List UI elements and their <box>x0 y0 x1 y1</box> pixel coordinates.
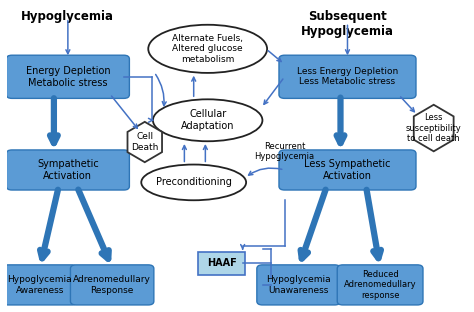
FancyBboxPatch shape <box>71 265 154 305</box>
Text: Energy Depletion
Metabolic stress: Energy Depletion Metabolic stress <box>26 66 110 88</box>
Text: Preconditioning: Preconditioning <box>156 178 232 188</box>
Text: Adrenomedullary
Response: Adrenomedullary Response <box>73 275 151 295</box>
Text: Less
susceptibility
to cell death: Less susceptibility to cell death <box>406 113 462 143</box>
Text: Recurrent
Hypoglycemia: Recurrent Hypoglycemia <box>255 142 315 161</box>
FancyBboxPatch shape <box>198 251 245 275</box>
FancyBboxPatch shape <box>6 150 129 190</box>
Text: Reduced
Adrenomedullary
response: Reduced Adrenomedullary response <box>344 270 417 300</box>
Text: Subsequent
Hypoglycemia: Subsequent Hypoglycemia <box>301 10 394 38</box>
FancyBboxPatch shape <box>6 55 129 98</box>
Ellipse shape <box>148 25 267 73</box>
Text: Less Energy Depletion
Less Metabolic stress: Less Energy Depletion Less Metabolic str… <box>297 67 398 86</box>
Ellipse shape <box>153 99 263 141</box>
Text: Less Sympathetic
Activation: Less Sympathetic Activation <box>304 159 391 181</box>
FancyBboxPatch shape <box>279 150 416 190</box>
Text: HAAF: HAAF <box>207 258 237 268</box>
Text: Cell
Death: Cell Death <box>131 132 158 152</box>
Text: Hypoglycemia
Awareness: Hypoglycemia Awareness <box>8 275 72 295</box>
Text: Hypoglycemia
Unawareness: Hypoglycemia Unawareness <box>266 275 331 295</box>
FancyBboxPatch shape <box>279 55 416 98</box>
Polygon shape <box>128 122 162 162</box>
Polygon shape <box>414 105 454 151</box>
Text: Sympathetic
Activation: Sympathetic Activation <box>37 159 99 181</box>
Text: Alternate Fuels,
Altered glucose
metabolism: Alternate Fuels, Altered glucose metabol… <box>172 34 243 64</box>
Text: Hypoglycemia: Hypoglycemia <box>21 10 114 23</box>
FancyBboxPatch shape <box>337 265 423 305</box>
FancyBboxPatch shape <box>257 265 340 305</box>
Text: Cellular
Adaptation: Cellular Adaptation <box>181 110 235 131</box>
FancyBboxPatch shape <box>3 265 77 305</box>
Ellipse shape <box>141 164 246 200</box>
